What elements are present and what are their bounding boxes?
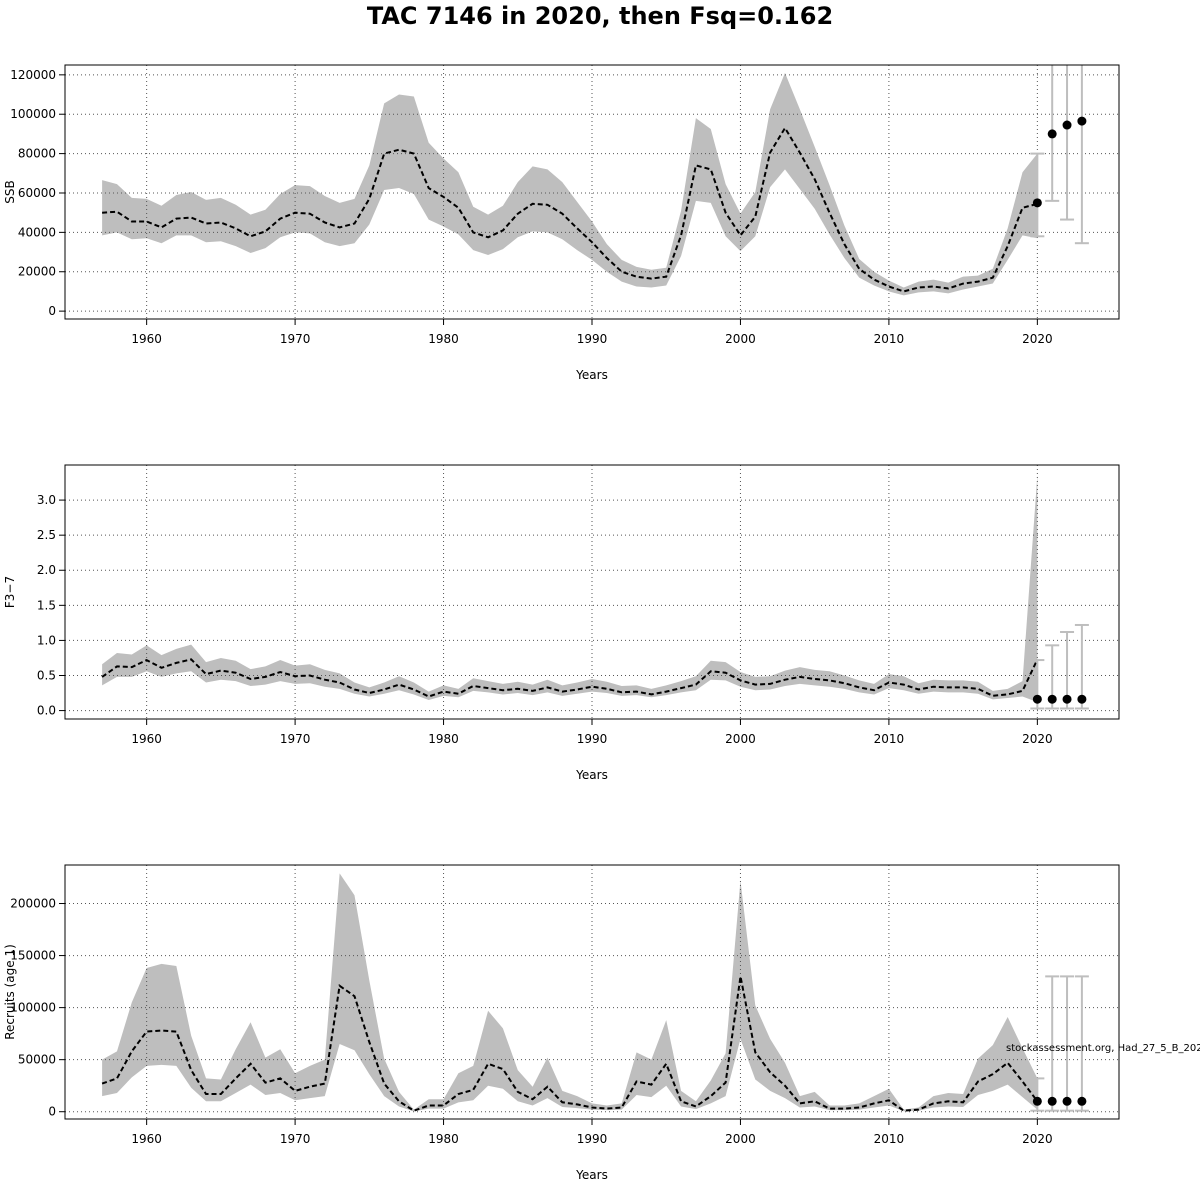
- projection-point: [1032, 694, 1042, 704]
- projection-point: [1062, 694, 1072, 704]
- x-tick-label: 1990: [577, 332, 608, 346]
- y-tick-label: 200000: [10, 897, 56, 911]
- projection-point: [1047, 1096, 1057, 1106]
- projection-point: [1077, 116, 1087, 126]
- x-axis-label: Years: [575, 1168, 608, 1182]
- projection-point: [1032, 1096, 1042, 1106]
- x-tick-label: 1960: [131, 332, 162, 346]
- x-tick-label: 1990: [577, 732, 608, 746]
- projection-point: [1062, 1096, 1072, 1106]
- fishing-mortality-panel: 1960 1970 1980 1990 2000 2010 2020 0.0 0.5 1.0 1.5…: [3, 464, 1120, 782]
- estimate-line: [101, 976, 1039, 1112]
- y-tick-label: 100000: [10, 1001, 56, 1015]
- projection-point: [1047, 694, 1057, 704]
- y-axis-label: SSB: [3, 180, 17, 203]
- ssb-panel: 1960 1970 1980 1990 2000 2010 2020 0 20000 40000 6…: [3, 64, 1120, 382]
- x-axis-label: Years: [575, 368, 608, 382]
- projection-point: [1047, 129, 1057, 139]
- x-tick-label: 2000: [725, 732, 756, 746]
- projection-point: [1077, 694, 1087, 704]
- y-tick-label: 1.0: [37, 633, 56, 647]
- x-tick-label: 1970: [280, 332, 311, 346]
- y-tick-label: 60000: [18, 186, 56, 200]
- y-tick-label: 100000: [10, 107, 56, 121]
- y-axis-label: Recruits (age 1): [3, 944, 17, 1040]
- y-tick-label: 40000: [18, 225, 56, 239]
- confidence-band: [102, 72, 1038, 296]
- x-tick-label: 1990: [577, 1132, 608, 1146]
- x-tick-label: 1980: [428, 1132, 459, 1146]
- y-tick-label: 2.5: [37, 528, 56, 542]
- y-tick-label: 120000: [10, 68, 56, 82]
- x-tick-label: 2010: [874, 1132, 905, 1146]
- x-tick-label: 1960: [131, 732, 162, 746]
- x-tick-label: 2010: [874, 732, 905, 746]
- recruits-panel: 1960 1970 1980 1990 2000 2010 2020 0 50000 100000…: [3, 864, 1120, 1182]
- x-axis-label: Years: [575, 768, 608, 782]
- x-tick-label: 1960: [131, 1132, 162, 1146]
- watermark-text: stockassessment.org, Had_27_5_B_2020: [1006, 1043, 1200, 1054]
- x-tick-label: 2020: [1022, 732, 1053, 746]
- projection-point: [1032, 198, 1042, 208]
- y-tick-label: 3.0: [37, 493, 56, 507]
- x-tick-label: 2010: [874, 332, 905, 346]
- confidence-band: [102, 873, 1038, 1112]
- y-tick-label: 80000: [18, 147, 56, 161]
- x-tick-label: 1980: [428, 332, 459, 346]
- x-tick-label: 1980: [428, 732, 459, 746]
- y-tick-label: 0.0: [37, 704, 56, 718]
- x-tick-label: 2000: [725, 332, 756, 346]
- estimate-line: [101, 658, 1039, 698]
- x-tick-label: 2020: [1022, 332, 1053, 346]
- y-axis-label: F3−7: [3, 576, 17, 608]
- y-tick-label: 2.0: [37, 563, 56, 577]
- y-tick-label: 0: [48, 1105, 56, 1119]
- y-tick-label: 150000: [10, 949, 56, 963]
- x-tick-label: 1970: [280, 732, 311, 746]
- x-tick-label: 1970: [280, 1132, 311, 1146]
- y-tick-label: 1.5: [37, 598, 56, 612]
- figure-title: TAC 7146 in 2020, then Fsq=0.162: [367, 2, 833, 30]
- y-tick-label: 50000: [18, 1053, 56, 1067]
- y-tick-label: 0.5: [37, 668, 56, 682]
- x-tick-label: 2020: [1022, 1132, 1053, 1146]
- projection-point: [1077, 1096, 1087, 1106]
- projection-point: [1062, 120, 1072, 130]
- x-tick-label: 2000: [725, 1132, 756, 1146]
- confidence-band: [102, 475, 1038, 703]
- y-tick-label: 20000: [18, 265, 56, 279]
- y-tick-label: 0: [48, 304, 56, 318]
